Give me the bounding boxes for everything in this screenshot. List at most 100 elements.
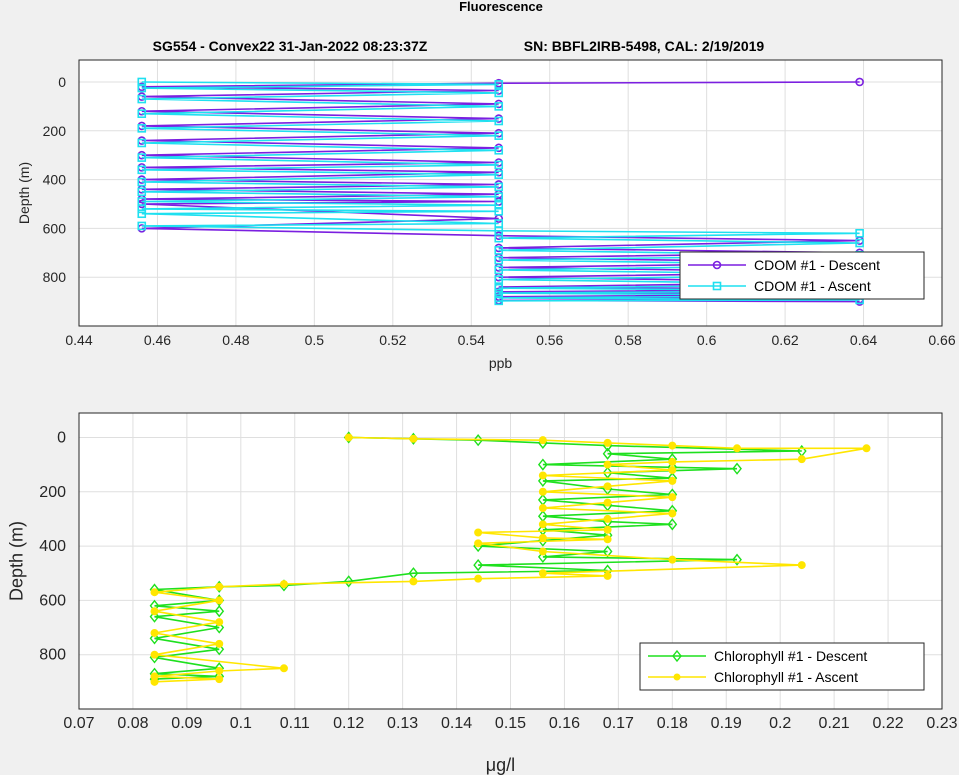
data-point	[494, 192, 504, 201]
x-tick-label: 0.46	[144, 332, 171, 348]
data-point	[538, 520, 547, 529]
x-tick-label: 0.14	[441, 715, 472, 732]
data-point	[494, 182, 504, 192]
data-point	[668, 509, 677, 518]
data-point	[537, 458, 548, 471]
data-point	[603, 498, 612, 507]
data-point	[855, 77, 864, 87]
data-point	[474, 574, 483, 583]
data-point	[137, 165, 147, 175]
data-point	[494, 145, 504, 155]
data-point	[494, 88, 504, 98]
data-point	[732, 553, 742, 566]
x-tick-label: 0.15	[495, 715, 526, 732]
data-point	[603, 571, 612, 580]
data-point	[603, 460, 612, 469]
x-tick-label: 0.17	[603, 715, 634, 732]
x-tick-label: 0.13	[387, 715, 418, 732]
x-tick-label: 0.5	[305, 332, 325, 348]
data-point	[137, 209, 147, 219]
legend-entry-label: CDOM #1 - Descent	[754, 257, 880, 273]
x-tick-label: 0.23	[926, 715, 957, 732]
x-tick-label: 0.08	[117, 715, 148, 732]
legend-entry-label: Chlorophyll #1 - Descent	[714, 648, 867, 664]
data-point	[732, 462, 742, 475]
x-tick-label: 0.48	[222, 332, 249, 348]
data-point	[149, 610, 160, 623]
x-tick-label: 0.18	[657, 715, 688, 732]
x-tick-label: 0.56	[536, 332, 563, 348]
data-point	[409, 577, 418, 586]
data-point	[137, 109, 147, 118]
data-point	[537, 550, 548, 564]
data-point	[668, 466, 677, 475]
x-tick-label: 0.44	[65, 332, 92, 348]
figure-subtitle-left: SG554 - Convex22 31-Jan-2022 08:23:37Z	[153, 38, 428, 54]
data-point	[150, 607, 159, 616]
data-point	[137, 221, 147, 231]
data-point	[494, 288, 504, 298]
data-point	[603, 535, 612, 544]
data-point	[137, 153, 147, 162]
data-point	[538, 487, 547, 496]
data-point	[862, 444, 871, 453]
data-point	[137, 177, 147, 187]
data-point	[603, 525, 612, 534]
data-point	[494, 102, 504, 111]
y-tick-label: 0	[57, 429, 66, 446]
data-point	[474, 528, 483, 537]
data-point	[215, 639, 224, 648]
y-tick-label: 200	[43, 123, 67, 139]
data-point	[855, 228, 864, 238]
data-point	[137, 77, 147, 87]
x-tick-label: 0.22	[872, 715, 903, 732]
legend-entry-label: Chlorophyll #1 - Ascent	[714, 669, 858, 685]
data-point	[797, 455, 806, 464]
data-point	[409, 434, 418, 443]
data-point	[137, 94, 147, 104]
data-point	[279, 664, 288, 673]
data-point	[494, 283, 504, 293]
data-point	[494, 296, 504, 306]
data-point	[494, 170, 504, 179]
x-tick-label: 0.54	[458, 332, 485, 348]
legend: Chlorophyll #1 - Descent Chlorophyll #1 -…	[639, 642, 925, 691]
data-point	[668, 493, 677, 502]
data-point	[150, 628, 159, 637]
data-point	[215, 618, 224, 627]
y-tick-label: 800	[39, 647, 66, 664]
data-point	[215, 582, 224, 591]
data-point	[215, 596, 224, 605]
x-tick-label: 0.07	[63, 715, 94, 732]
data-point	[603, 438, 612, 447]
series-1-1	[150, 433, 871, 686]
data-point	[494, 207, 504, 216]
data-point	[344, 433, 353, 442]
data-point	[494, 233, 504, 243]
legend-swatch-marker	[673, 673, 681, 681]
data-point	[214, 621, 225, 634]
data-point	[215, 666, 224, 675]
data-point	[668, 476, 677, 485]
data-point	[855, 238, 864, 248]
x-tick-label: 0.21	[819, 715, 850, 732]
y-tick-label: 800	[43, 269, 67, 285]
data-point	[473, 558, 484, 572]
data-point	[215, 675, 224, 684]
data-point	[538, 436, 547, 445]
data-point	[602, 447, 613, 460]
chlorophyll-axes: 0.07 0.08 0.09 0.1 0.11 0.12 0.13 0.14 0.15 0.16 0…	[6, 412, 958, 775]
x-tick-label: 0.66	[928, 332, 955, 348]
x-tick-label: 0.64	[850, 332, 877, 348]
figure-title: Fluorescence	[459, 0, 543, 14]
x-tick-label: 0.11	[280, 715, 310, 732]
data-point	[538, 533, 547, 542]
data-point	[137, 204, 147, 214]
data-point	[668, 457, 677, 466]
data-point	[494, 246, 504, 255]
data-point	[602, 545, 613, 558]
data-point	[667, 518, 678, 531]
series-0-1	[137, 77, 864, 306]
data-point	[214, 605, 225, 618]
y-tick-label: 600	[39, 592, 66, 609]
